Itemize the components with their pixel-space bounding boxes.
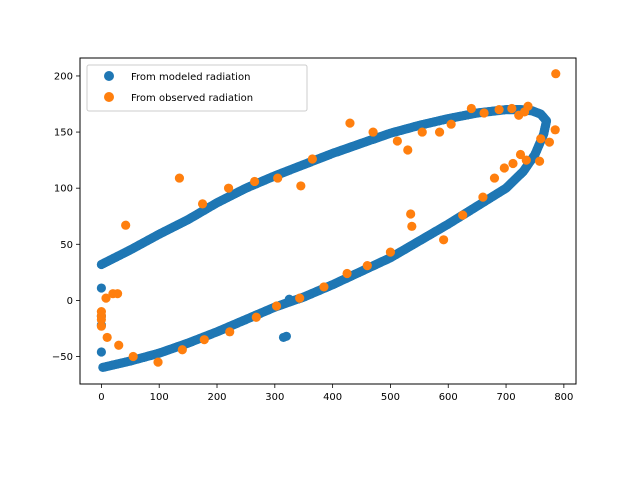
observed-point (295, 293, 305, 303)
observed-point (544, 137, 555, 147)
observed-point (362, 261, 372, 271)
observed-point (507, 103, 517, 114)
modeled-point (98, 362, 108, 372)
observed-point (434, 127, 445, 137)
observed-point (515, 149, 526, 160)
observed-point (439, 235, 449, 245)
x-axis: 0 100 200 300 400 500 600 700 800 (98, 384, 573, 403)
observed-point (479, 108, 489, 118)
observed-point (114, 340, 124, 350)
x-tick-label: 0 (98, 392, 104, 403)
observed-point (112, 289, 123, 299)
series-observed (96, 69, 561, 367)
observed-point (466, 103, 476, 114)
observed-point (101, 293, 111, 303)
observed-point (407, 221, 417, 231)
modeled-point (96, 283, 106, 293)
observed-point (478, 192, 488, 202)
observed-point (223, 183, 234, 193)
x-tick-label: 500 (381, 392, 400, 403)
y-tick-label: 100 (54, 184, 73, 195)
y-tick-label: 150 (54, 128, 73, 139)
observed-point (251, 312, 261, 322)
observed-point (489, 173, 500, 183)
observed-point (345, 118, 355, 128)
observed-point (521, 155, 531, 165)
observed-point (271, 301, 282, 311)
legend-label-modeled: From modeled radiation (131, 72, 250, 83)
observed-point (96, 314, 106, 325)
plot-area (96, 69, 561, 372)
observed-point (296, 181, 306, 191)
observed-point (174, 173, 185, 183)
observed-point (319, 282, 329, 292)
legend-marker-observed (104, 92, 114, 102)
observed-point (494, 105, 504, 115)
observed-point (307, 154, 317, 164)
observed-point (153, 357, 163, 367)
observed-point (508, 158, 518, 169)
modeled-point (284, 294, 294, 304)
y-tick-label: −50 (52, 352, 73, 363)
legend-label-observed: From observed radiation (131, 93, 253, 104)
x-tick-label: 400 (323, 392, 342, 403)
y-axis: −50 0 50 100 150 200 (52, 71, 80, 363)
observed-point (128, 351, 138, 362)
x-tick-label: 200 (207, 392, 226, 403)
observed-point (446, 119, 456, 129)
legend-box (86, 64, 308, 112)
observed-point (403, 145, 413, 155)
observed-point (551, 69, 561, 79)
observed-point (458, 210, 468, 220)
observed-point (342, 268, 352, 279)
observed-point (523, 101, 533, 111)
modeled-point (96, 347, 106, 357)
observed-point (102, 332, 112, 343)
observed-point (121, 220, 131, 230)
observed-point (534, 156, 545, 166)
x-tick-label: 700 (497, 392, 516, 403)
observed-point (96, 321, 106, 331)
axes-frame (79, 57, 577, 385)
x-tick-label: 100 (150, 392, 169, 403)
observed-point (385, 247, 396, 257)
x-tick-label: 800 (554, 392, 573, 403)
modeled-point (281, 331, 291, 341)
observed-point (499, 163, 509, 173)
observed-point (417, 127, 427, 137)
observed-point (197, 199, 208, 209)
observed-point (536, 134, 546, 144)
observed-point (273, 173, 283, 183)
x-tick-label: 600 (439, 392, 458, 403)
observed-point (392, 136, 402, 146)
observed-point (199, 335, 209, 345)
observed-point (550, 125, 560, 135)
x-tick-label: 300 (265, 392, 284, 403)
series-modeled (96, 105, 552, 372)
observed-point (225, 327, 235, 337)
y-tick-label: 0 (67, 296, 73, 307)
y-tick-label: 200 (54, 71, 73, 82)
legend: From modeled radiation From observed rad… (86, 64, 308, 112)
legend-marker-modeled (104, 71, 114, 81)
observed-point (368, 127, 378, 137)
observed-point (249, 176, 260, 187)
observed-point (177, 345, 187, 355)
y-tick-label: 50 (60, 240, 73, 251)
observed-point (406, 209, 416, 219)
